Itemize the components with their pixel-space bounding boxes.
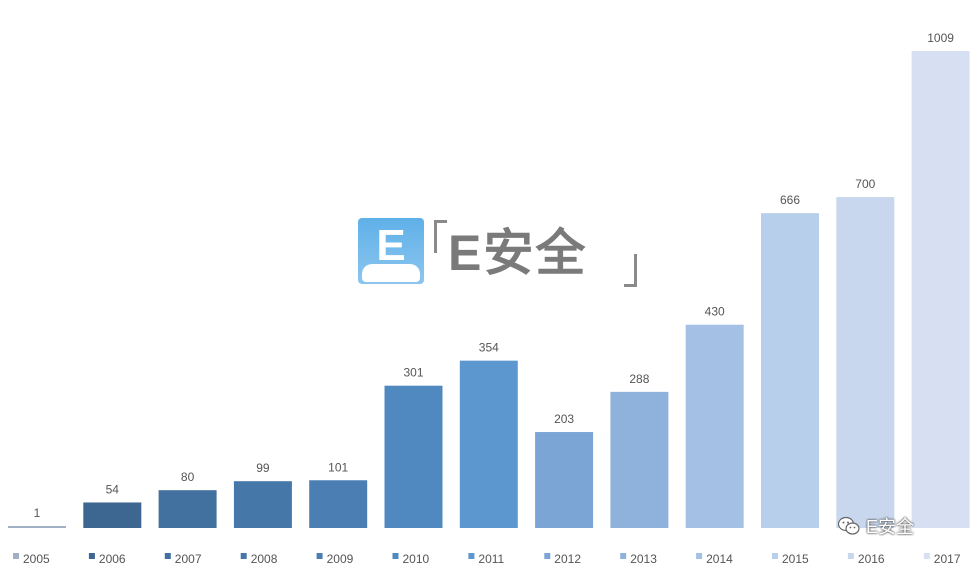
watermark-text: E安全 [448, 225, 588, 281]
legend-label-2014: 2014 [706, 552, 733, 566]
legend-label-2016: 2016 [858, 552, 885, 566]
value-label-2011: 354 [479, 341, 499, 355]
logo-letter: E [376, 221, 406, 270]
bar-2010 [384, 385, 443, 528]
value-label-2016: 700 [855, 177, 875, 191]
bar-2005 [8, 526, 66, 528]
bar-2008 [233, 481, 292, 528]
legend-swatch-2005 [13, 553, 19, 559]
legend-swatch-2014 [696, 553, 703, 559]
value-label-2005: 1 [34, 506, 41, 520]
legend-swatch-2016 [847, 553, 854, 559]
legend-swatch-2007 [164, 553, 171, 559]
cloud-icon [362, 264, 420, 282]
corner-watermark-text: E安全 [866, 517, 915, 537]
value-label-2007: 80 [181, 470, 195, 484]
right-bracket [624, 254, 637, 287]
legend-label-2009: 2009 [327, 552, 354, 566]
legend-swatch-2011 [468, 553, 475, 559]
bar-2007 [158, 490, 217, 528]
legend-label-2010: 2010 [403, 552, 430, 566]
bar-2014 [685, 324, 744, 528]
legend-label-2006: 2006 [99, 552, 126, 566]
value-label-2008: 99 [256, 461, 270, 475]
value-label-2014: 430 [705, 305, 725, 319]
bars-group [8, 51, 970, 528]
value-label-2006: 54 [106, 482, 120, 496]
legend-swatch-2010 [392, 553, 399, 559]
legend-label-2008: 2008 [251, 552, 278, 566]
value-label-2015: 666 [780, 193, 800, 207]
value-label-2012: 203 [554, 412, 574, 426]
value-labels-group: 1 54 80 99 101 301 354 203 288 430 666 700 1009 [34, 31, 955, 520]
bar-2012 [535, 432, 594, 528]
wechat-icon [837, 516, 860, 536]
value-label-2017: 1009 [927, 31, 954, 45]
value-label-2010: 301 [403, 366, 423, 380]
legend-swatch-2015 [772, 553, 778, 559]
legend-swatch-2012 [544, 553, 551, 559]
legend-swatch-2008 [240, 553, 247, 559]
left-bracket [434, 220, 447, 253]
legend-swatch-2017 [923, 553, 930, 559]
center-watermark: E E安全 [358, 218, 648, 288]
value-label-2009: 101 [328, 460, 348, 474]
bar-2017 [911, 51, 970, 528]
legend-swatch-2006 [88, 553, 95, 559]
bar-2011 [459, 360, 518, 528]
bar-2009 [309, 480, 368, 528]
legend-label-2005: 2005 [23, 552, 50, 566]
legend-label-2015: 2015 [782, 552, 809, 566]
e-logo-icon: E [358, 218, 424, 284]
legend: 2005 2006 2007 2008 2009 2010 2011 2012 2013 2014… [13, 552, 961, 566]
corner-watermark: E安全 [837, 513, 915, 539]
legend-swatch-2009 [316, 553, 323, 559]
legend-label-2011: 2011 [478, 552, 504, 566]
value-label-2013: 288 [629, 372, 649, 386]
bar-2013 [610, 391, 669, 528]
legend-label-2017: 2017 [934, 552, 961, 566]
legend-swatch-2013 [620, 553, 627, 559]
bar-2016 [836, 197, 895, 528]
legend-label-2013: 2013 [630, 552, 657, 566]
bar-2006 [83, 502, 142, 528]
legend-label-2007: 2007 [175, 552, 202, 566]
bar-2015 [761, 213, 819, 528]
legend-label-2012: 2012 [554, 552, 581, 566]
